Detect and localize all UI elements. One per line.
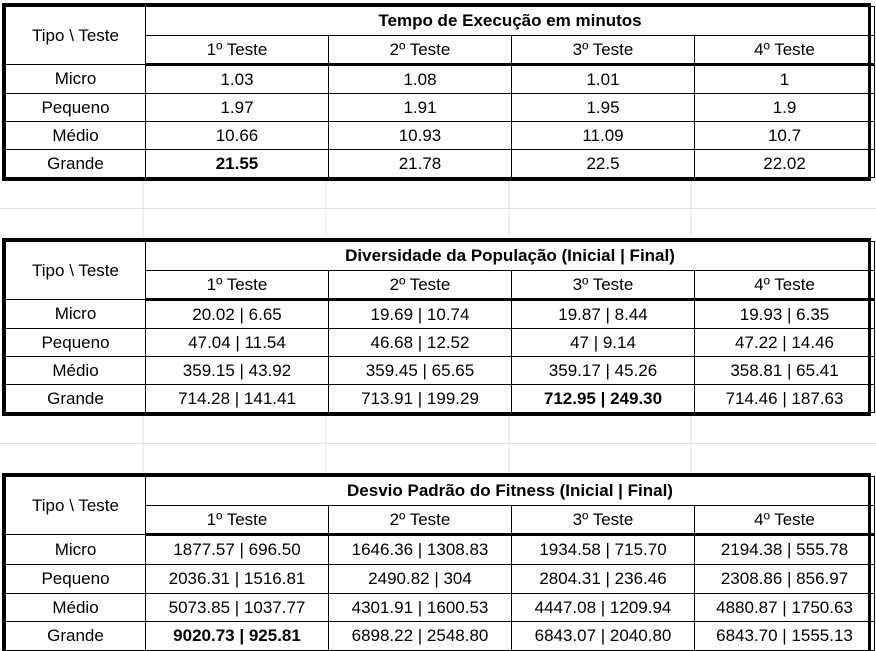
row-label: Pequeno	[5, 93, 146, 123]
row-label: Médio	[5, 121, 146, 151]
table-row: Grande 21.55 21.78 22.5 22.02	[5, 149, 876, 178]
table-cell: 10.7	[693, 121, 876, 151]
corner-label: Tipo \ Teste	[5, 476, 146, 535]
table-cell: 10.66	[145, 121, 329, 151]
row-label: Micro	[5, 298, 146, 330]
row-label: Micro	[5, 533, 146, 566]
table-cell: 4301.91 | 1600.53	[328, 592, 512, 623]
table-fitness-stddev: Tipo \ Teste Desvio Padrão do Fitness (I…	[2, 473, 876, 651]
column-header: 2º Teste	[328, 505, 512, 536]
table-cell: 9020.73 | 925.81	[145, 621, 329, 651]
table-cell: 20.02 | 6.65	[145, 298, 329, 330]
table-row: Pequeno 1.97 1.91 1.95 1.9	[5, 93, 876, 123]
table-cell: 4447.08 | 1209.94	[511, 592, 695, 623]
row-label: Médio	[5, 592, 146, 623]
table-cell: 1.91	[328, 93, 512, 123]
table-cell: 21.55	[145, 149, 329, 178]
table-execution-time: Tipo \ Teste Tempo de Execução em minuto…	[2, 3, 876, 181]
table-row: Grande 9020.73 | 925.81 6898.22 | 2548.8…	[5, 621, 876, 651]
table-cell: 2490.82 | 304	[328, 564, 512, 594]
row-label: Grande	[5, 149, 146, 178]
table-cell: 11.09	[511, 121, 695, 151]
table-cell: 22.02	[693, 149, 876, 178]
table-cell: 1.97	[145, 93, 329, 123]
table-population-diversity: Tipo \ Teste Diversidade da População (I…	[2, 238, 876, 416]
table-row: Micro 20.02 | 6.65 19.69 | 10.74 19.87 |…	[5, 298, 876, 330]
table-cell: 21.78	[328, 149, 512, 178]
row-label: Pequeno	[5, 564, 146, 594]
table-cell: 2804.31 | 236.46	[511, 564, 695, 594]
corner-label: Tipo \ Teste	[5, 6, 146, 65]
row-label: Grande	[5, 621, 146, 651]
table-cell: 19.87 | 8.44	[511, 298, 695, 330]
table-row: Médio 10.66 10.93 11.09 10.7	[5, 121, 876, 151]
table-title: Desvio Padrão do Fitness (Inicial | Fina…	[144, 476, 876, 506]
table-cell: 1.95	[511, 93, 695, 123]
column-header: 2º Teste	[328, 270, 512, 301]
table-cell: 359.15 | 43.92	[145, 356, 329, 386]
table-cell: 2308.86 | 856.97	[693, 564, 876, 594]
table-cell: 714.28 | 141.41	[145, 384, 329, 413]
table-row: Micro 1877.57 | 696.50 1646.36 | 1308.83…	[5, 533, 876, 566]
table-cell: 10.93	[328, 121, 512, 151]
row-label: Grande	[5, 384, 146, 413]
table-cell: 1.01	[511, 63, 695, 95]
table-row: Grande 714.28 | 141.41 713.91 | 199.29 7…	[5, 384, 876, 413]
table-cell: 46.68 | 12.52	[328, 328, 512, 358]
table-row: Médio 359.15 | 43.92 359.45 | 65.65 359.…	[5, 356, 876, 386]
table-cell: 1	[693, 63, 876, 95]
table-cell: 1.03	[145, 63, 329, 95]
row-label: Pequeno	[5, 328, 146, 358]
table-row: Médio 5073.85 | 1037.77 4301.91 | 1600.5…	[5, 592, 876, 623]
column-header: 1º Teste	[145, 270, 329, 301]
table-cell: 6898.22 | 2548.80	[328, 621, 512, 651]
row-label: Médio	[5, 356, 146, 386]
table-row: Micro 1.03 1.08 1.01 1	[5, 63, 876, 95]
table-cell: 358.81 | 65.41	[693, 356, 876, 386]
table-cell: 713.91 | 199.29	[328, 384, 512, 413]
table-cell: 6843.70 | 1555.13	[693, 621, 876, 651]
table-cell: 1.9	[693, 93, 876, 123]
column-header: 3º Teste	[511, 505, 695, 536]
column-header: 4º Teste	[693, 505, 876, 536]
table-cell: 47.22 | 14.46	[693, 328, 876, 358]
table-cell: 47 | 9.14	[511, 328, 695, 358]
column-header: 1º Teste	[145, 505, 329, 536]
table-title: Tempo de Execução em minutos	[144, 6, 876, 36]
column-header: 3º Teste	[511, 270, 695, 301]
table-cell: 359.17 | 45.26	[511, 356, 695, 386]
column-header: 4º Teste	[693, 270, 876, 301]
table-title: Diversidade da População (Inicial | Fina…	[144, 241, 876, 271]
row-label: Micro	[5, 63, 146, 95]
column-header: 4º Teste	[693, 35, 876, 66]
column-header: 3º Teste	[511, 35, 695, 66]
table-cell: 359.45 | 65.65	[328, 356, 512, 386]
column-header: 2º Teste	[328, 35, 512, 66]
table-cell: 6843.07 | 2040.80	[511, 621, 695, 651]
corner-label: Tipo \ Teste	[5, 241, 146, 300]
table-row: Pequeno 47.04 | 11.54 46.68 | 12.52 47 |…	[5, 328, 876, 358]
table-cell: 2194.38 | 555.78	[693, 533, 876, 566]
table-cell: 47.04 | 11.54	[145, 328, 329, 358]
table-cell: 19.69 | 10.74	[328, 298, 512, 330]
table-cell: 714.46 | 187.63	[693, 384, 876, 413]
table-cell: 19.93 | 6.35	[693, 298, 876, 330]
table-cell: 1.08	[328, 63, 512, 95]
table-cell: 1646.36 | 1308.83	[328, 533, 512, 566]
table-cell: 5073.85 | 1037.77	[145, 592, 329, 623]
table-cell: 4880.87 | 1750.63	[693, 592, 876, 623]
table-cell: 1877.57 | 696.50	[145, 533, 329, 566]
table-cell: 22.5	[511, 149, 695, 178]
table-cell: 712.95 | 249.30	[511, 384, 695, 413]
table-row: Pequeno 2036.31 | 1516.81 2490.82 | 304 …	[5, 564, 876, 594]
column-header: 1º Teste	[145, 35, 329, 66]
table-cell: 2036.31 | 1516.81	[145, 564, 329, 594]
table-cell: 1934.58 | 715.70	[511, 533, 695, 566]
